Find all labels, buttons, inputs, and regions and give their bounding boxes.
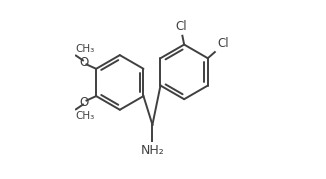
Text: Cl: Cl — [176, 20, 187, 33]
Text: O: O — [80, 96, 89, 109]
Text: O: O — [80, 56, 89, 69]
Text: CH₃: CH₃ — [75, 111, 95, 121]
Text: CH₃: CH₃ — [75, 44, 95, 54]
Text: Cl: Cl — [217, 37, 229, 50]
Text: NH₂: NH₂ — [141, 144, 164, 157]
